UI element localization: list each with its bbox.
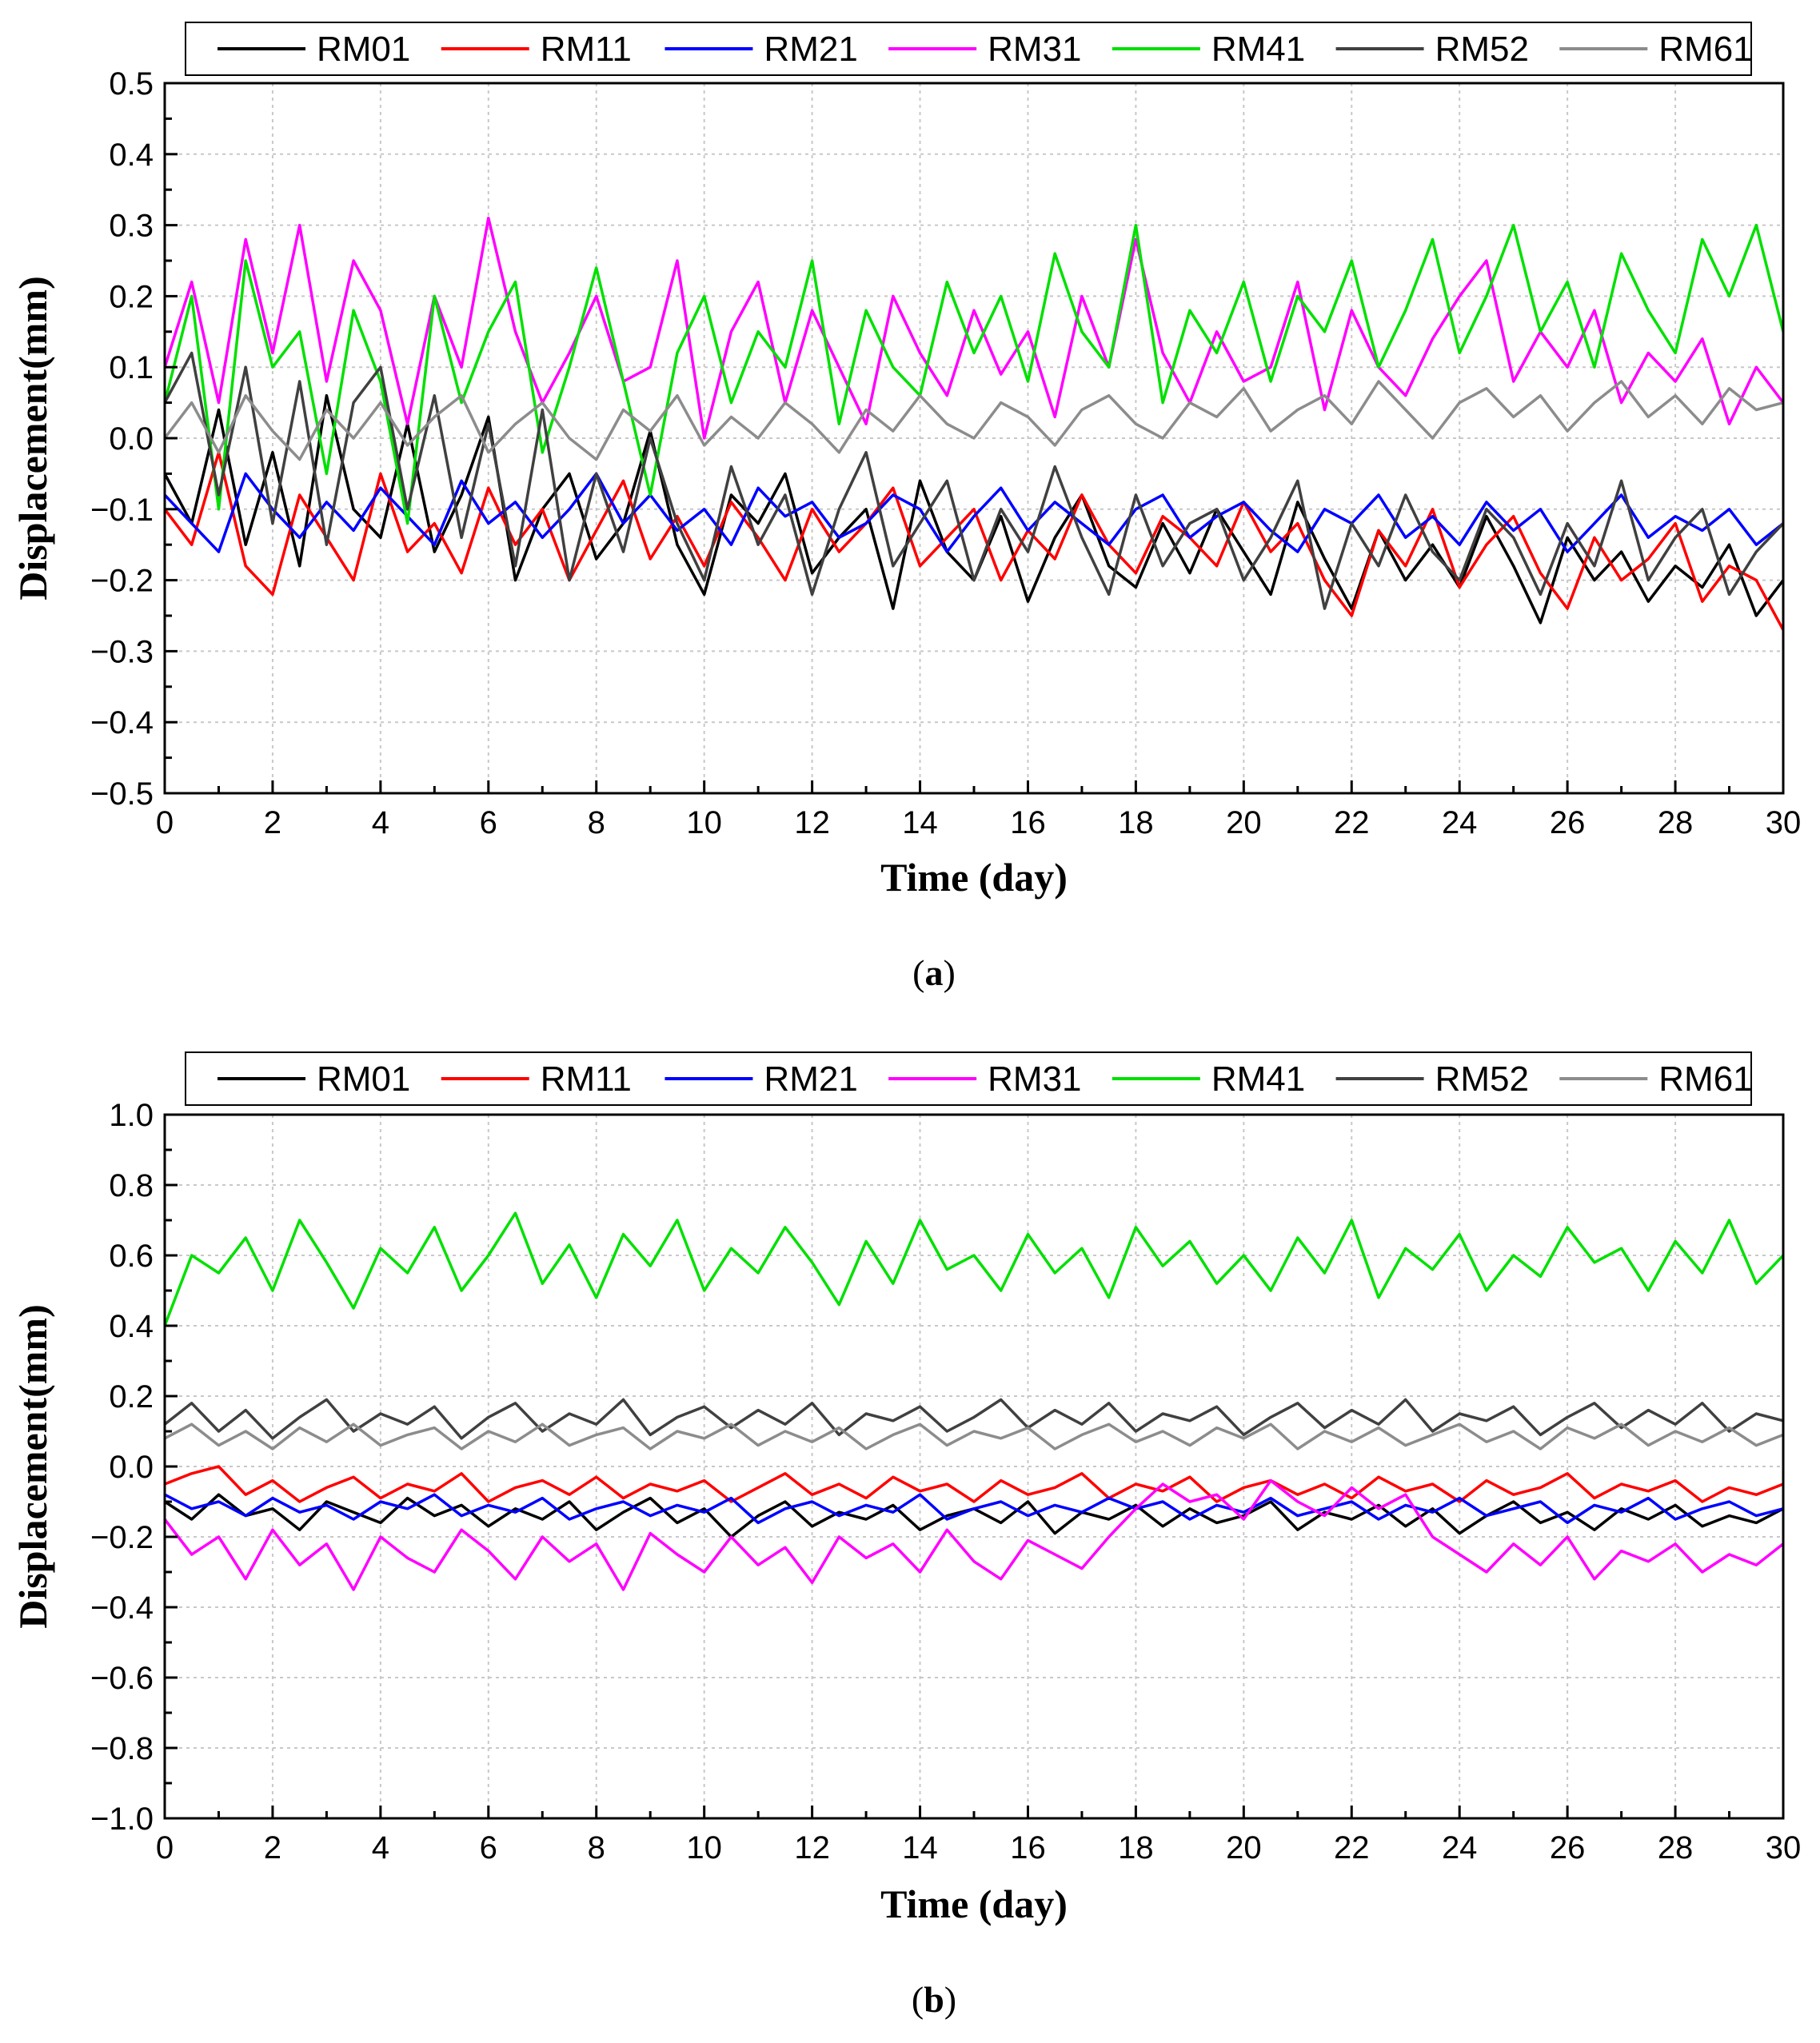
x-tick-label: 0 — [156, 1830, 174, 1865]
x-axis-title: Time (day) — [880, 855, 1068, 900]
legend: RM01 RM11 RM21 RM31 RM41 RM52 RM61 — [185, 22, 1753, 76]
x-tick-label: 26 — [1550, 805, 1586, 840]
x-tick-label: 22 — [1334, 805, 1370, 840]
chart-panel-b: 0 2 4 6 8 10 12 14 16 18 20 22 24 26 28 30−1.0−0.8−0.6−… — [10, 1051, 1802, 2020]
x-tick-label: 4 — [372, 805, 389, 840]
x-tick-label: 10 — [686, 1830, 722, 1865]
x-tick-label: 8 — [588, 805, 605, 840]
x-tick-label: 0 — [156, 805, 174, 840]
grid — [165, 83, 1783, 793]
legend-label-rm11: RM11 — [541, 1059, 632, 1099]
x-tick-label: 30 — [1766, 805, 1802, 840]
y-tick-label: −0.2 — [90, 1520, 154, 1555]
x-tick-label: 10 — [686, 805, 722, 840]
y-tick-label: 0.6 — [109, 1239, 154, 1274]
series-line-rm21 — [165, 472, 1783, 553]
legend-label-rm21: RM21 — [764, 1059, 857, 1099]
y-tick-label: −0.6 — [90, 1661, 154, 1696]
x-tick-label: 28 — [1658, 805, 1694, 840]
x-tick-label: 18 — [1118, 805, 1154, 840]
x-tick-label: 20 — [1226, 805, 1262, 840]
x-tick-label: 16 — [1010, 1830, 1046, 1865]
y-tick-label: −0.2 — [90, 564, 154, 599]
y-tick-label: 0.4 — [109, 138, 154, 173]
series-line-rm52 — [165, 1398, 1783, 1440]
x-tick-label: 16 — [1010, 805, 1046, 840]
panel-caption-letter: a — [925, 952, 944, 993]
y-tick-label: 0.1 — [109, 350, 154, 385]
legend-label-rm52: RM52 — [1435, 1059, 1529, 1099]
y-axis-title: Displacement(mm) — [10, 276, 55, 600]
y-tick-label: 0.0 — [109, 421, 154, 457]
panel-caption: (a) — [912, 952, 956, 993]
legend-label-rm01: RM01 — [317, 1059, 410, 1099]
ticks — [163, 1113, 1785, 1820]
series-group — [165, 216, 1783, 631]
y-tick-label: 0.2 — [109, 279, 154, 314]
x-tick-label: 26 — [1550, 1830, 1586, 1865]
series-line-rm21 — [165, 1493, 1783, 1525]
y-tick-label: −0.5 — [90, 776, 154, 812]
series-line-rm61 — [165, 1423, 1783, 1450]
y-tick-label: 0.5 — [109, 66, 154, 102]
series-line-rm61 — [165, 380, 1783, 461]
legend-label-rm61: RM61 — [1658, 30, 1752, 69]
y-tick-label: −0.4 — [90, 1590, 154, 1626]
ticks — [163, 82, 1785, 795]
x-tick-label: 12 — [794, 1830, 830, 1865]
x-tick-label: 22 — [1334, 1830, 1370, 1865]
x-tick-label: 4 — [372, 1830, 389, 1865]
legend-label-rm61: RM61 — [1658, 1059, 1752, 1099]
grid — [165, 1115, 1783, 1818]
y-tick-label: −0.8 — [90, 1731, 154, 1766]
y-tick-label: 0.8 — [109, 1168, 154, 1203]
series-line-rm11 — [165, 451, 1783, 631]
y-tick-label: −0.1 — [90, 493, 154, 528]
legend-label-rm21: RM21 — [764, 30, 857, 69]
series-line-rm41 — [165, 223, 1783, 525]
y-tick-label: 0.4 — [109, 1309, 154, 1344]
x-tick-label: 24 — [1442, 1830, 1478, 1865]
y-tick-label: 1.0 — [109, 1098, 154, 1133]
y-tick-label: 0.2 — [109, 1379, 154, 1415]
x-tick-label: 18 — [1118, 1830, 1154, 1865]
x-tick-label: 6 — [480, 1830, 497, 1865]
x-tick-label: 24 — [1442, 805, 1478, 840]
legend-label-rm52: RM52 — [1435, 30, 1529, 69]
x-tick-label: 30 — [1766, 1830, 1802, 1865]
x-tick-label: 8 — [588, 1830, 605, 1865]
y-tick-label: 0.0 — [109, 1450, 154, 1485]
legend-label-rm11: RM11 — [541, 30, 632, 69]
x-tick-label: 2 — [264, 805, 281, 840]
series-line-rm31 — [165, 1478, 1783, 1591]
legend-label-rm41: RM41 — [1211, 30, 1305, 69]
y-tick-label: 0.3 — [109, 209, 154, 244]
y-tick-label: −1.0 — [90, 1802, 154, 1837]
series-line-rm52 — [165, 351, 1783, 610]
x-tick-label: 20 — [1226, 1830, 1262, 1865]
legend-label-rm31: RM31 — [988, 30, 1081, 69]
series-line-rm11 — [165, 1465, 1783, 1503]
legend: RM01 RM11 RM21 RM31 RM41 RM52 RM61 — [185, 1051, 1753, 1106]
y-tick-label: −0.4 — [90, 705, 154, 740]
series-group — [165, 1211, 1783, 1591]
x-tick-label: 28 — [1658, 1830, 1694, 1865]
chart-panel-a: 0 2 4 6 8 10 12 14 16 18 20 22 24 26 28 30−0.5−0.4−0.3−… — [10, 22, 1802, 993]
x-tick-label: 2 — [264, 1830, 281, 1865]
x-axis-title: Time (day) — [880, 1881, 1068, 1926]
y-tick-label: −0.3 — [90, 634, 154, 669]
y-axis-title: Displacement(mm) — [10, 1304, 55, 1628]
legend-label-rm31: RM31 — [988, 1059, 1081, 1099]
x-tick-label: 14 — [902, 805, 938, 840]
panel-caption: (b) — [912, 1979, 956, 2020]
x-tick-label: 12 — [794, 805, 830, 840]
panel-caption-letter: b — [924, 1979, 944, 2020]
series-line-rm41 — [165, 1211, 1783, 1327]
x-tick-label: 14 — [902, 1830, 938, 1865]
legend-label-rm41: RM41 — [1211, 1059, 1305, 1099]
x-tick-label: 6 — [480, 805, 497, 840]
legend-label-rm01: RM01 — [317, 30, 410, 69]
